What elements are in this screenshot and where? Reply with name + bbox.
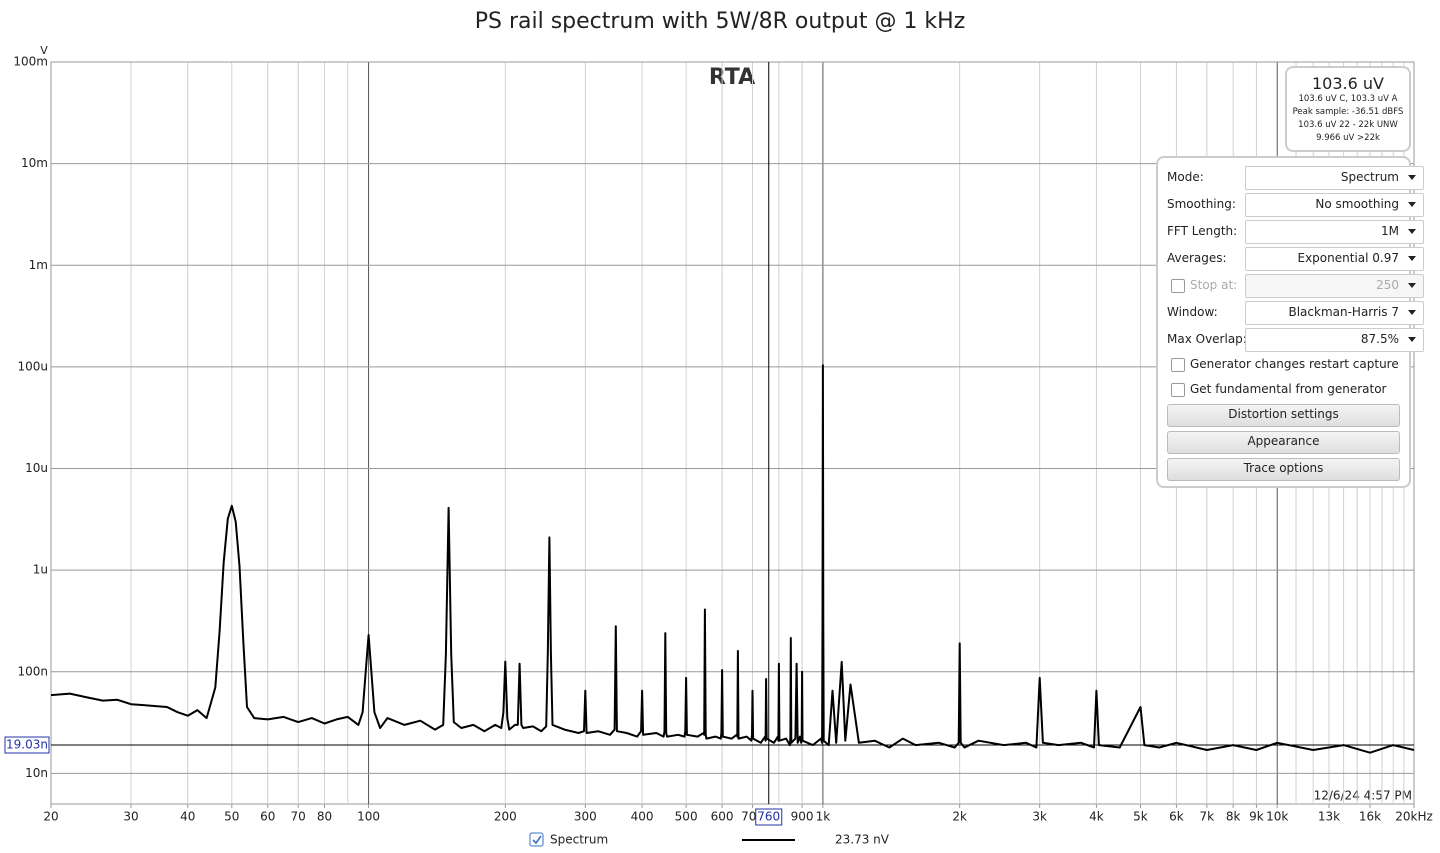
field-label: Max Overlap: [1167, 332, 1247, 346]
field-label: FFT Length: [1167, 224, 1238, 238]
y-unit: V [40, 44, 48, 57]
x-tick-label: 50 [224, 810, 239, 824]
x-tick-label: 500 [675, 810, 698, 824]
checkbox[interactable] [1171, 383, 1185, 397]
field-label: Stop at: [1190, 278, 1238, 292]
x-tick-label: 20kHz [1395, 810, 1433, 824]
chart-title: PS rail spectrum with 5W/8R output @ 1 k… [475, 9, 966, 34]
y-tick-label: 100u [17, 359, 48, 373]
y-tick-label: 1m [29, 258, 48, 272]
x-tick-label: 1k [816, 810, 831, 824]
x-tick-label: 20 [43, 810, 58, 824]
x-tick-label: 5k [1133, 810, 1148, 824]
x-tick-label: 16k [1359, 810, 1381, 824]
cursor-y-label: 19.03n [6, 738, 48, 752]
x-tick-label: 40 [180, 810, 195, 824]
dropdown[interactable]: No smoothing [1245, 193, 1424, 217]
plot-label: RTA [709, 65, 755, 90]
checkbox[interactable] [1171, 358, 1185, 372]
dropdown[interactable]: Exponential 0.97 [1245, 247, 1424, 271]
readout-main: 103.6 uV [1312, 74, 1384, 93]
readout-line: 9.966 uV >22k [1316, 133, 1380, 143]
field-label: Mode: [1167, 170, 1204, 184]
x-tick-label: 4k [1089, 810, 1104, 824]
dropdown[interactable]: 250 [1245, 274, 1424, 298]
cursor-x-box [755, 808, 783, 826]
x-tick-label: 60 [260, 810, 275, 824]
legend-value: 23.73 nV [835, 833, 890, 847]
readout-line: 103.6 uV C, 103.3 uV A [1298, 94, 1398, 104]
checkbox-label: Generator changes restart capture [1190, 357, 1399, 371]
checkbox[interactable] [1171, 279, 1185, 293]
x-tick-label: 400 [631, 810, 654, 824]
legend-checkbox [529, 832, 544, 847]
control-panel: Mode: Spectrum Smoothing: No smoothing FFT L… [1156, 156, 1424, 488]
x-tick-label: 9k [1249, 810, 1264, 824]
y-tick-label: 1u [33, 563, 48, 577]
x-tick-label: 30 [123, 810, 138, 824]
readout-line: 103.6 uV 22 - 22k UNW [1298, 120, 1398, 130]
y-tick-label: 10n [25, 766, 48, 780]
x-tick-label: 900 [791, 810, 814, 824]
x-tick-label: 13k [1318, 810, 1340, 824]
field-label: Window: [1167, 305, 1218, 319]
x-tick-label: 200 [494, 810, 517, 824]
x-tick-label: 8k [1226, 810, 1241, 824]
x-tick-label: 80 [317, 810, 332, 824]
button[interactable]: Trace options [1167, 458, 1400, 481]
y-tick-label: 10u [25, 461, 48, 475]
x-tick-label: 300 [574, 810, 597, 824]
readout-line: Peak sample: -36.51 dBFS [1292, 107, 1404, 117]
cursor-x-label: 760 [757, 810, 780, 824]
x-tick-label: 7k [1200, 810, 1215, 824]
x-tick-label: 70 [291, 810, 306, 824]
x-tick-label: 10k [1266, 810, 1288, 824]
button[interactable]: Appearance [1167, 431, 1400, 454]
y-tick-label: 10m [21, 156, 48, 170]
dropdown[interactable]: Spectrum [1245, 166, 1424, 190]
y-tick-label: 100n [17, 664, 48, 678]
cursor-y-box [4, 736, 50, 754]
x-tick-label: 2k [952, 810, 967, 824]
y-tick-label: 100m [13, 55, 48, 69]
x-tick-label: 100 [357, 810, 380, 824]
readout: 103.6 uV 103.6 uV C, 103.3 uV A Peak samp… [1285, 66, 1411, 152]
x-tick-label: 600 [711, 810, 734, 824]
x-tick-label: 3k [1032, 810, 1047, 824]
timestamp: 12/6/24 4:57 PM [1314, 789, 1412, 803]
legend-check [532, 835, 542, 845]
legend-label: Spectrum [550, 833, 608, 847]
field-label: Averages: [1167, 251, 1227, 265]
dropdown[interactable]: 1M [1245, 220, 1424, 244]
button[interactable]: Distortion settings [1167, 404, 1400, 427]
field-label: Smoothing: [1167, 197, 1236, 211]
dropdown[interactable]: Blackman-Harris 7 [1245, 301, 1424, 325]
dropdown[interactable]: 87.5% [1245, 328, 1424, 352]
checkbox-label: Get fundamental from generator [1190, 382, 1387, 396]
x-tick-label: 6k [1169, 810, 1184, 824]
